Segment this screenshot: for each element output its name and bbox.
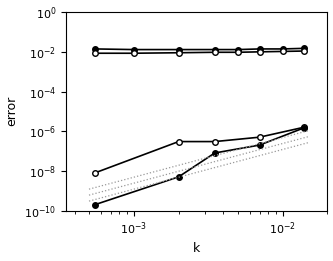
X-axis label: k: k — [193, 242, 200, 256]
Y-axis label: error: error — [6, 96, 19, 127]
